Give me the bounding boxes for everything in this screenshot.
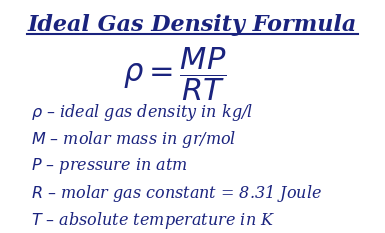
Text: $\rho = \dfrac{MP}{RT}$: $\rho = \dfrac{MP}{RT}$: [123, 46, 227, 103]
Text: $T$ – absolute temperature in K: $T$ – absolute temperature in K: [31, 210, 275, 231]
Text: $\rho$ – ideal gas density in kg/l: $\rho$ – ideal gas density in kg/l: [31, 102, 253, 123]
Text: $M$ – molar mass in gr/mol: $M$ – molar mass in gr/mol: [31, 129, 236, 150]
Text: $R$ – molar gas constant = 8.31 Joule: $R$ – molar gas constant = 8.31 Joule: [31, 183, 322, 204]
Text: Ideal Gas Density Formula: Ideal Gas Density Formula: [28, 14, 357, 36]
Text: $P$ – pressure in atm: $P$ – pressure in atm: [31, 156, 187, 176]
